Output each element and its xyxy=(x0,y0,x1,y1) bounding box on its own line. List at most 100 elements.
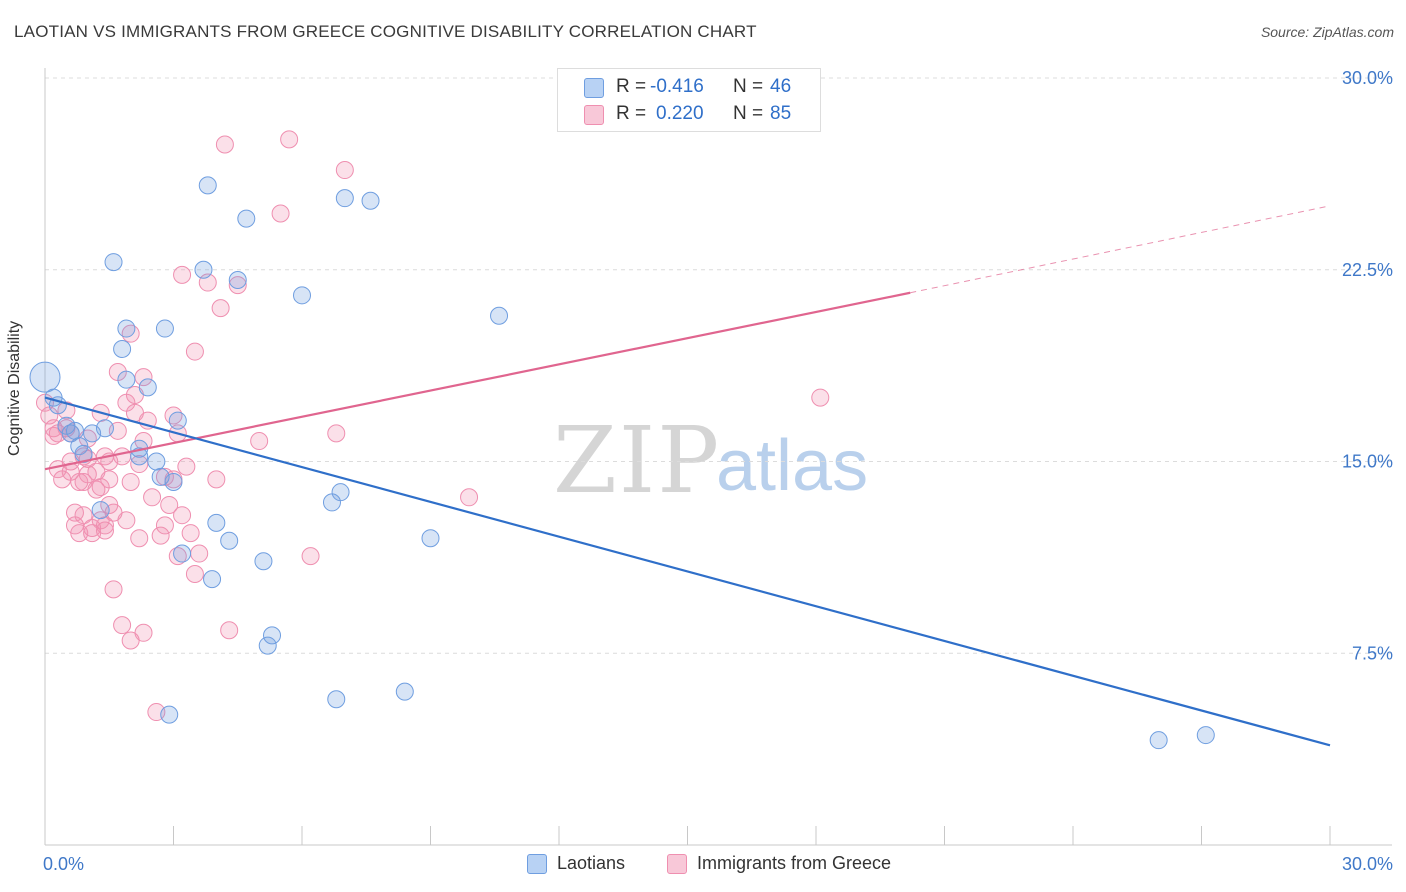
greece-point xyxy=(335,161,354,180)
r-value: 0.220 xyxy=(656,103,704,124)
greece-point xyxy=(228,276,247,295)
greece-point xyxy=(74,506,93,525)
laotians-point xyxy=(293,286,311,305)
x-tick-label: 30.0% xyxy=(1342,854,1393,874)
n-label: N = xyxy=(733,76,764,97)
greece-point xyxy=(220,621,239,640)
legend-row-greece: R = 0.220 N = 85 xyxy=(558,100,820,126)
greece-point xyxy=(211,299,230,318)
greece-point xyxy=(121,472,140,491)
laotians-point xyxy=(395,682,414,701)
laotians-point xyxy=(198,176,217,195)
greece-point xyxy=(250,432,269,451)
laotians-point xyxy=(117,319,136,338)
greece-point xyxy=(130,455,149,474)
laotians-point xyxy=(203,570,222,589)
laotians-point xyxy=(327,690,346,709)
greece-point xyxy=(151,526,170,545)
watermark-zip: ZIP xyxy=(553,407,721,514)
greece-point xyxy=(460,488,479,507)
greece-point xyxy=(177,457,196,476)
laotians-point xyxy=(331,483,350,502)
greece-point xyxy=(271,204,290,223)
greece-swatch-icon xyxy=(584,105,604,125)
laotians-point xyxy=(421,529,440,548)
greece-point xyxy=(104,580,123,599)
chart-title: LAOTIAN VS IMMIGRANTS FROM GREECE COGNIT… xyxy=(14,22,757,41)
laotians-point xyxy=(207,513,226,532)
laotians-point xyxy=(65,421,84,440)
series-greece-points xyxy=(36,130,830,722)
greece-point xyxy=(155,516,174,535)
legend-label-laotians: Laotians xyxy=(557,853,626,873)
greece-point xyxy=(185,564,204,583)
greece-point xyxy=(113,616,132,635)
greece-point xyxy=(134,623,153,642)
laotians-point xyxy=(254,552,273,571)
greece-point xyxy=(160,495,179,514)
laotians-trend-line xyxy=(44,396,1331,747)
watermark-atlas: atlas xyxy=(716,426,868,506)
laotians-point xyxy=(1196,726,1215,745)
y-tick-label: 15.0% xyxy=(1342,452,1393,472)
laotians-point xyxy=(138,378,157,397)
greece-point xyxy=(143,488,162,507)
x-tick-label: 0.0% xyxy=(43,854,84,874)
laotians-point xyxy=(258,636,277,655)
laotians-point xyxy=(160,705,179,724)
series-legend: Laotians Immigrants from Greece xyxy=(0,852,1406,878)
greece-point xyxy=(190,544,209,563)
greece-point xyxy=(130,529,149,548)
laotians-point xyxy=(263,626,282,645)
trend-lines xyxy=(44,205,1331,747)
correlation-legend: R = -0.416 N = 46 R = 0.220 N = 85 xyxy=(557,68,821,132)
y-tick-label: 22.5% xyxy=(1342,260,1393,280)
greece-point xyxy=(134,368,153,387)
greece-point xyxy=(57,401,76,420)
laotians-point xyxy=(490,306,509,325)
greece-point xyxy=(100,470,119,489)
greece-point xyxy=(207,470,226,489)
tick-labels: 7.5% 15.0% 22.5% 30.0% 0.0% 30.0% xyxy=(43,68,1393,874)
laotians-point xyxy=(113,340,132,359)
greece-point xyxy=(215,135,234,154)
y-tick-label: 30.0% xyxy=(1342,68,1393,88)
greece-trend-extension xyxy=(910,205,1331,294)
greece-point xyxy=(811,388,830,407)
r-value: -0.416 xyxy=(650,76,704,97)
y-axis-label: Cognitive Disability xyxy=(6,320,23,456)
laotians-point xyxy=(220,531,239,550)
laotians-point xyxy=(91,501,110,520)
laotians-point xyxy=(335,189,354,208)
greece-trend-line xyxy=(44,291,911,471)
n-value: 85 xyxy=(770,103,792,124)
n-label: N = xyxy=(733,103,764,124)
greece-legend-swatch-icon xyxy=(667,854,687,874)
chart-source: Source: ZipAtlas.com xyxy=(1260,24,1394,40)
laotians-swatch-icon xyxy=(584,78,604,98)
r-label: R = xyxy=(616,76,647,97)
laotians-point xyxy=(173,544,192,563)
greece-point xyxy=(173,506,192,525)
watermark: ZIP atlas xyxy=(553,407,868,514)
n-value: 46 xyxy=(770,76,792,97)
laotians-point xyxy=(194,260,213,279)
laotians-point xyxy=(29,361,61,393)
laotians-point xyxy=(164,472,183,491)
y-tick-label: 7.5% xyxy=(1352,643,1393,663)
laotians-point xyxy=(228,270,247,289)
laotians-legend-swatch-icon xyxy=(527,854,547,874)
greece-point xyxy=(173,265,192,284)
greece-point xyxy=(113,447,132,466)
legend-row-laotians: R = -0.416 N = 46 xyxy=(558,73,820,99)
legend-label-greece: Immigrants from Greece xyxy=(697,853,892,873)
axes xyxy=(44,68,1392,846)
laotians-point xyxy=(117,370,136,389)
greece-point xyxy=(301,547,320,566)
r-label: R = xyxy=(616,103,647,124)
greece-point xyxy=(185,342,204,361)
laotians-point xyxy=(168,411,187,430)
grid xyxy=(45,77,1392,654)
laotians-point xyxy=(147,452,166,471)
